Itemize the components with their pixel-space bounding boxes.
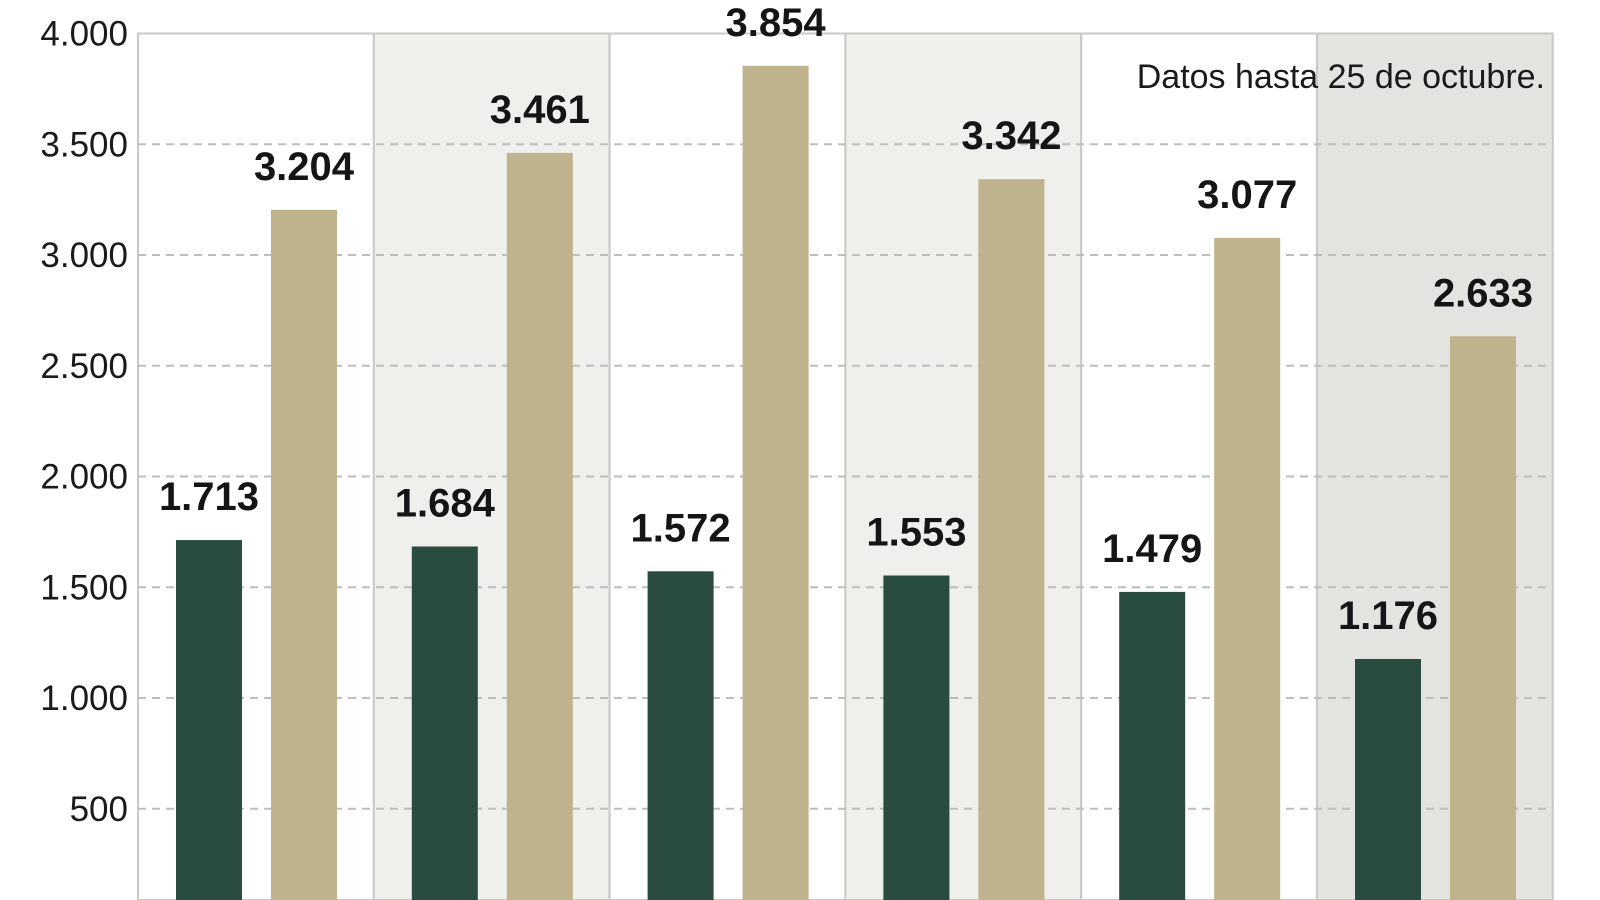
bar-series-1 [1355,659,1421,900]
group-background [844,32,1083,900]
data-label: 1.553 [866,511,966,555]
data-label: 1.479 [1102,527,1202,571]
data-label: 3.204 [254,145,355,189]
bar-series-2 [1450,336,1516,900]
y-tick-label: 4.000 [40,15,128,54]
data-label: 3.461 [490,88,590,132]
data-label: 1.572 [631,506,731,550]
annotation-note: Datos hasta 25 de octubre. [1137,58,1545,96]
bar-series-2 [506,152,573,900]
data-label: 2.633 [1433,271,1533,315]
bar-series-1 [647,571,714,900]
y-tick-label: 2.500 [40,347,128,386]
bar-series-1 [1119,591,1186,900]
bar-series-1 [411,546,478,900]
group-background [1316,32,1554,900]
bar-series-2 [978,179,1045,900]
y-tick-label: 1.000 [40,679,128,718]
bar-series-2 [271,209,337,900]
data-label: 3.077 [1197,173,1297,217]
y-tick-label: 1.500 [40,568,128,607]
bar-series-2 [742,65,809,900]
data-label: 3.342 [961,114,1061,158]
group-background [608,32,847,900]
y-tick-label: 3.000 [40,236,128,275]
bar-series-2 [1214,237,1281,900]
group-background [372,32,611,900]
bar-series-1 [176,540,242,900]
bar-series-1 [883,575,950,900]
data-label: 3.854 [726,1,827,45]
data-label: 1.684 [395,481,496,525]
data-label: 1.176 [1338,594,1438,638]
y-tick-label: 3.500 [40,125,128,164]
y-tick-label: 500 [70,790,128,829]
data-label: 1.713 [159,475,259,519]
y-tick-label: 2.000 [40,458,128,497]
group-background [1080,32,1318,900]
